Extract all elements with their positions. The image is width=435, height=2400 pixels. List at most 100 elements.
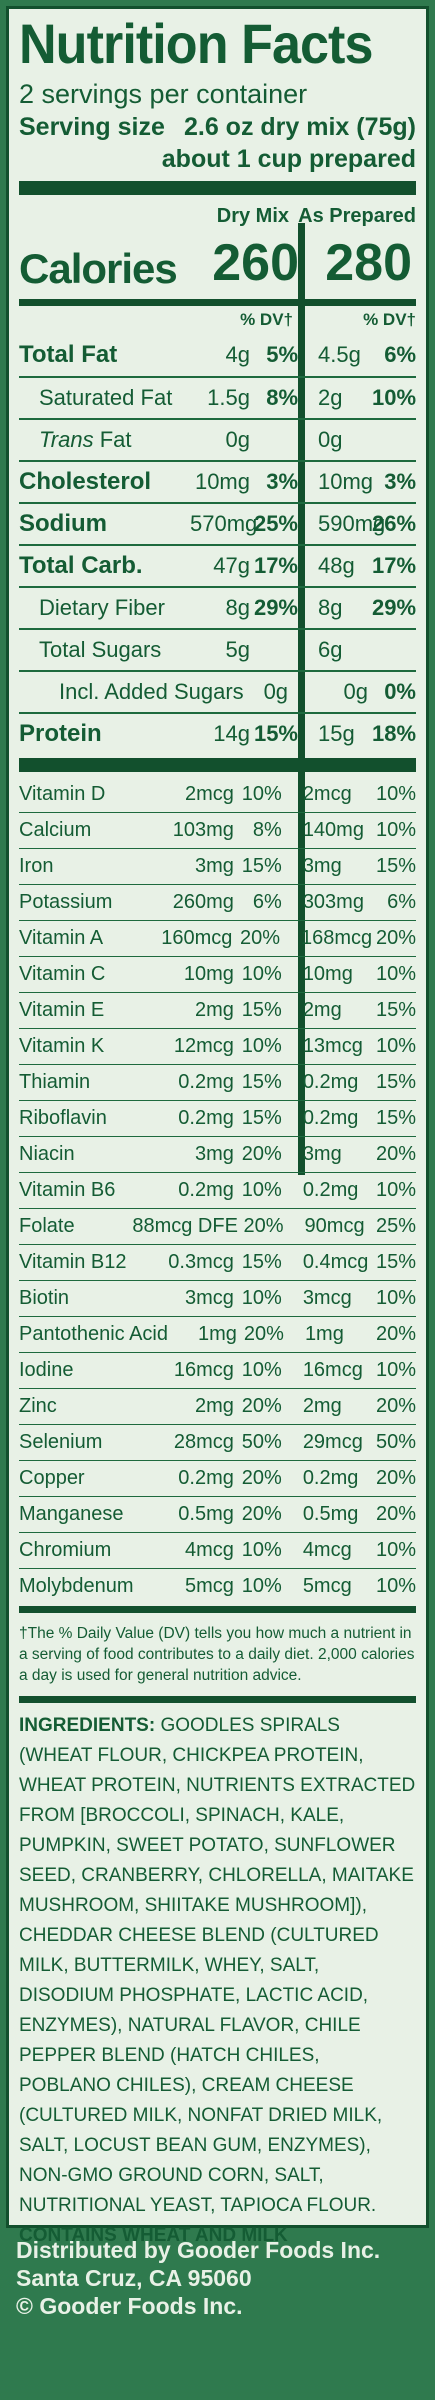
vitamin-amount-prepared: 0.2mg <box>302 1107 359 1129</box>
vitamin-dv-dry: 10% <box>241 1539 282 1561</box>
nutrient-row: Total Sugars 5g 6g <box>19 628 416 670</box>
distributor-line-3: © Gooder Foods Inc. <box>16 2293 243 2319</box>
nutrient-dv-dry: 8% <box>266 385 298 410</box>
vitamin-name: Iodine <box>19 1359 74 1381</box>
ingredients-text: GOODLES SPIRALS (WHEAT FLOUR, CHICKPEA P… <box>19 1715 416 2216</box>
vitamin-dv-prepared: 20% <box>375 1467 416 1489</box>
vitamin-name: Riboflavin <box>19 1107 107 1129</box>
vitamin-amount-prepared: 29mcg <box>302 1431 363 1453</box>
nutrient-row: Total Fat 4g 5% 4.5g 6% <box>19 334 416 376</box>
vitamin-name: Thiamin <box>19 1071 91 1093</box>
servings-per-container: 2 servings per container <box>19 79 308 109</box>
nutrient-dv-dry: 3% <box>266 469 298 494</box>
vitamin-dv-prepared: 10% <box>375 1539 416 1561</box>
vitamin-name: Chromium <box>19 1539 112 1561</box>
vitamin-amount-prepared: 3mg <box>302 855 342 877</box>
serving-size-prepared-row: about 1 cup prepared <box>19 143 416 175</box>
medium-divider <box>19 299 416 306</box>
nutrient-amount-dry: 47g <box>213 553 250 578</box>
nutrient-amount-dry: 10mg <box>194 469 250 494</box>
nutrient-row: Protein 14g 15% 15g 18% <box>19 712 416 754</box>
medium-divider <box>19 1696 416 1703</box>
vitamin-row: Iodine 16mcg 10% 16mcg 10% <box>19 1352 416 1388</box>
vitamin-amount-dry: 28mcg <box>173 1431 234 1453</box>
vitamin-amount-dry: 0.2mg <box>178 1179 234 1201</box>
vitamin-amount-prepared: 90mcg <box>304 1215 365 1237</box>
nutrient-name: Saturated Fat <box>39 385 173 410</box>
vitamin-dv-prepared: 20% <box>375 1395 416 1417</box>
vitamin-dv-prepared: 10% <box>375 1035 416 1057</box>
vitamin-dv-dry: 50% <box>241 1431 282 1453</box>
vitamin-amount-prepared: 0.4mcg <box>302 1251 369 1273</box>
vitamin-name: Selenium <box>19 1431 103 1453</box>
calories-label: Calories <box>19 245 178 292</box>
vitamin-amount-prepared: 303mg <box>302 891 364 913</box>
vitamin-row: Chromium 4mcg 10% 4mcg 10% <box>19 1532 416 1568</box>
vitamin-row: Potassium 260mg 6% 303mg 6% <box>19 884 416 920</box>
vitamin-dv-prepared: 15% <box>375 1107 416 1129</box>
dv-header-prepared: % DV† <box>363 310 416 329</box>
vitamin-amount-prepared: 168mcg <box>301 927 373 949</box>
dv-header-row: % DV† % DV† <box>19 306 416 334</box>
vitamin-name: Folate <box>19 1215 75 1237</box>
vitamin-amount-dry: 88mcg DFE <box>132 1215 238 1237</box>
vitamin-row: Vitamin B12 0.3mcg 15% 0.4mcg 15% <box>19 1244 416 1280</box>
serving-size-value: 2.6 oz dry mix (75g) <box>183 113 416 141</box>
vitamin-amount-prepared: 2mg <box>302 999 342 1021</box>
nutrient-amount-dry: 1.5g <box>207 385 250 410</box>
nutrient-name: Sodium <box>19 510 107 537</box>
ingredients-label: INGREDIENTS: <box>19 1715 156 1736</box>
nutrient-amount-prepared: 0g <box>318 427 343 452</box>
vitamin-dv-dry: 10% <box>241 1359 282 1381</box>
nutrient-name: Dietary Fiber <box>39 595 165 620</box>
vitamin-dv-prepared: 15% <box>375 855 416 877</box>
serving-size-label: Serving size <box>19 113 165 141</box>
ingredients-block: INGREDIENTS: GOODLES SPIRALS (WHEAT FLOU… <box>19 1703 416 2251</box>
nutrient-amount-dry: 0g <box>263 679 289 704</box>
nutrient-amount-prepared: 48g <box>318 553 355 578</box>
vitamin-dv-dry: 15% <box>241 1071 282 1093</box>
panel-title: Nutrition Facts <box>19 12 373 75</box>
vitamin-name: Vitamin K <box>19 1035 105 1057</box>
vitamin-amount-dry: 0.2mg <box>178 1107 234 1129</box>
vitamin-row: Iron 3mg 15% 3mg 15% <box>19 848 416 884</box>
distributor-line-2: Santa Cruz, CA 95060 <box>16 2265 252 2291</box>
nutrient-dv-dry: 25% <box>253 511 298 536</box>
nutrient-amount-prepared: 10mg <box>318 469 374 494</box>
vitamin-amount-dry: 1mg <box>197 1323 237 1345</box>
vitamin-amount-dry: 16mcg <box>173 1359 234 1381</box>
nutrient-row: Sodium 570mg 25% 590mg 26% <box>19 502 416 544</box>
vitamin-name: Molybdenum <box>19 1575 134 1597</box>
nutrient-name: Cholesterol <box>19 468 152 495</box>
vitamin-dv-prepared: 20% <box>375 927 416 949</box>
vitamin-dv-dry: 15% <box>241 855 282 877</box>
nutrient-amount-dry: 0g <box>225 427 250 452</box>
nutrient-name: Incl. Added Sugars <box>59 679 244 704</box>
vitamin-dv-prepared: 10% <box>375 963 416 985</box>
vitamin-amount-prepared: 0.2mg <box>302 1071 359 1093</box>
vitamin-row: Pantothenic Acid 1mg 20% 1mg 20% <box>19 1316 416 1352</box>
vitamin-name: Potassium <box>19 891 113 913</box>
vitamin-name: Niacin <box>19 1143 75 1165</box>
calories-dry: 260 <box>212 234 299 292</box>
vitamin-row: Vitamin D 2mcg 10% 2mcg 10% <box>19 776 416 812</box>
vitamin-dv-prepared: 10% <box>375 819 416 841</box>
vitamin-dv-prepared: 10% <box>375 1359 416 1381</box>
vitamin-amount-dry: 103mg <box>172 819 234 841</box>
nutrient-amount-prepared: 6g <box>318 637 343 662</box>
nutrient-dv-dry: 17% <box>253 553 298 578</box>
vitamin-dv-prepared: 50% <box>375 1431 416 1453</box>
vitamin-amount-prepared: 5mcg <box>302 1575 352 1597</box>
vitamin-amount-prepared: 140mg <box>302 819 364 841</box>
vitamin-dv-dry: 10% <box>241 1035 282 1057</box>
vitamin-dv-dry: 20% <box>243 1323 284 1345</box>
nutrient-dv-prepared: 0% <box>384 679 416 704</box>
column-header-row: Dry Mix As Prepared <box>19 201 416 231</box>
vitamin-row: Manganese 0.5mg 20% 0.5mg 20% <box>19 1496 416 1532</box>
vitamin-name: Vitamin E <box>19 999 105 1021</box>
vitamin-amount-prepared: 3mcg <box>302 1287 352 1309</box>
nutrient-dv-prepared: 3% <box>384 469 416 494</box>
vitamin-dv-dry: 20% <box>243 1215 284 1237</box>
vitamin-row: Selenium 28mcg 50% 29mcg 50% <box>19 1424 416 1460</box>
vitamin-row: Vitamin E 2mg 15% 2mg 15% <box>19 992 416 1028</box>
